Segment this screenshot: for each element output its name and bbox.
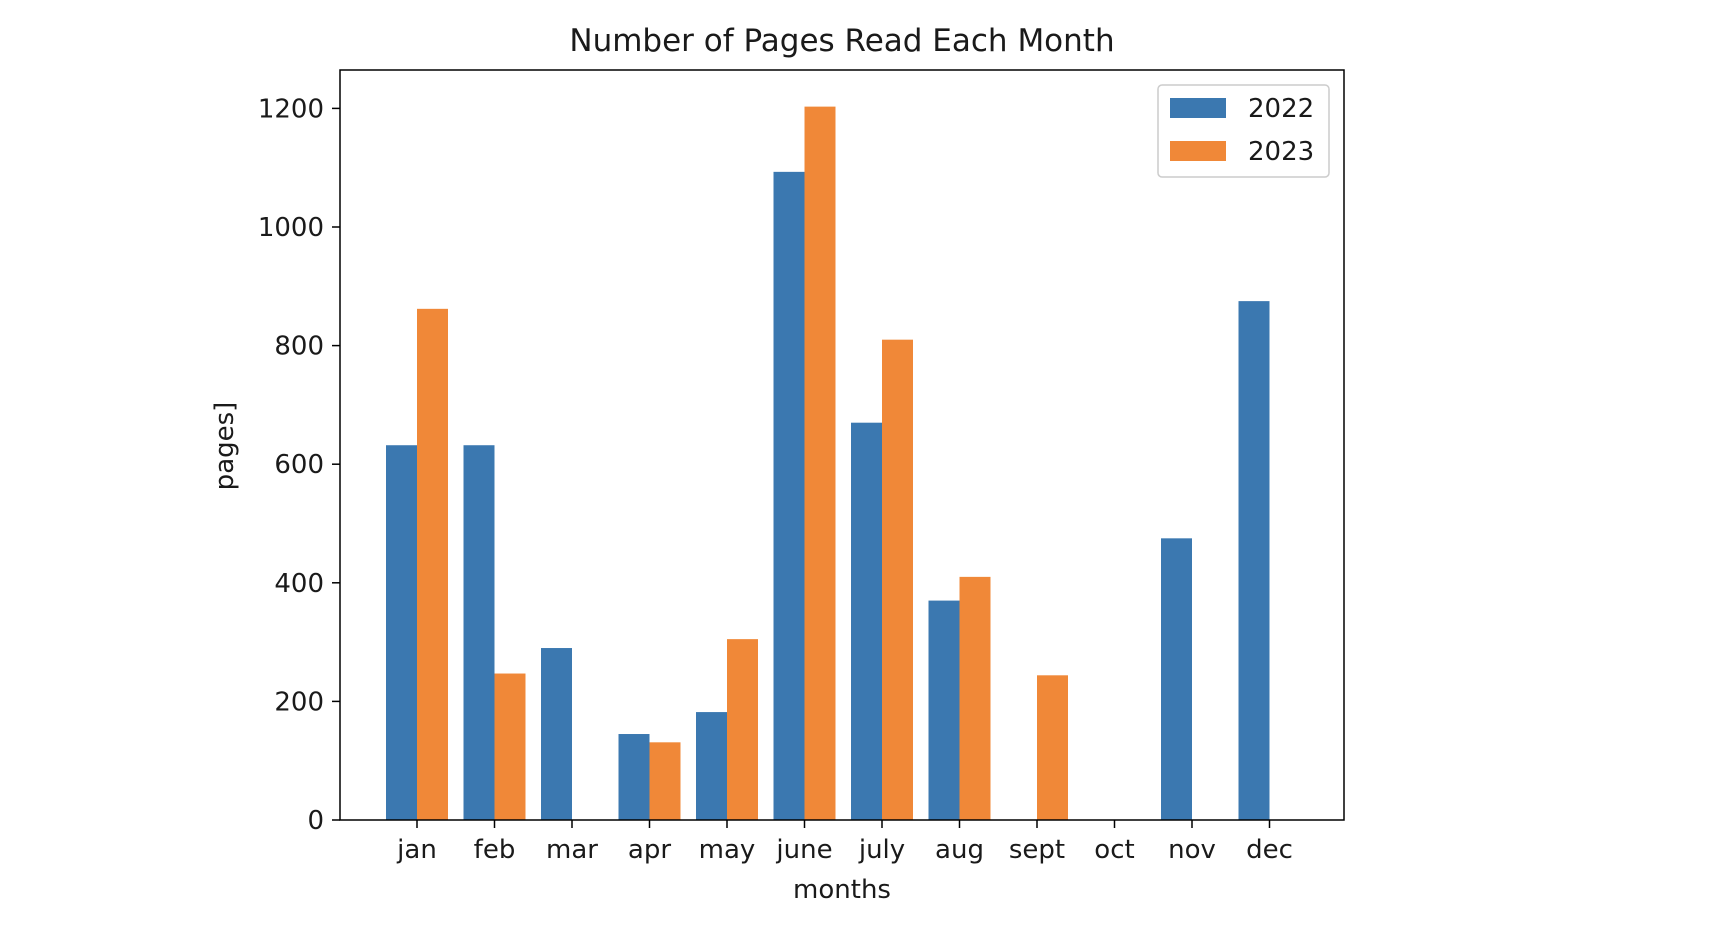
bar-2022-aug <box>928 600 960 820</box>
bar-2022-dec <box>1238 301 1270 820</box>
bar-2022-mar <box>541 648 572 820</box>
bar-2023-sept <box>1037 675 1068 820</box>
legend: 2022 2023 <box>1157 84 1330 178</box>
x-tick-label-sept: sept <box>1009 835 1065 865</box>
x-tick-label-nov: nov <box>1168 835 1216 865</box>
x-tick-label-oct: oct <box>1094 835 1134 865</box>
chart-title: Number of Pages Read Each Month <box>569 23 1114 59</box>
bar-2022-nov <box>1161 538 1192 820</box>
bar-2023-may <box>727 639 758 820</box>
x-tick-label-mar: mar <box>546 835 598 865</box>
bar-2023-aug <box>959 576 991 820</box>
bar-2022-jan <box>386 445 417 820</box>
x-tick-label-may: may <box>699 835 756 865</box>
legend-label-2022: 2022 <box>1248 94 1314 124</box>
bar-2022-may <box>696 712 727 820</box>
legend-swatch-2022 <box>1170 98 1226 118</box>
bar-2022-feb <box>463 445 495 820</box>
x-tick-label-jan: jan <box>396 835 437 865</box>
bars-layer <box>386 106 1270 821</box>
x-tick-label-feb: feb <box>474 835 516 865</box>
x-tick-label-aug: aug <box>935 835 984 865</box>
y-axis-label: pages] <box>210 402 240 491</box>
y-axis-ticks: 0 200 400 600 800 1000 1200 <box>258 94 340 836</box>
x-axis-ticks: jan feb mar apr may june july aug sept oct nov dec <box>396 820 1293 865</box>
y-tick-label: 400 <box>274 569 324 599</box>
y-tick-label: 600 <box>274 450 324 480</box>
bar-2023-feb <box>494 673 526 820</box>
bar-2023-july <box>882 339 913 820</box>
y-tick-label: 800 <box>274 332 324 362</box>
x-tick-label-june: june <box>775 835 832 865</box>
legend-swatch-2023 <box>1170 141 1226 161</box>
y-tick-label: 1000 <box>258 213 324 243</box>
x-tick-label-apr: apr <box>628 835 671 865</box>
legend-label-2023: 2023 <box>1248 137 1314 167</box>
bar-2023-jan <box>417 308 448 820</box>
bar-2022-apr <box>618 734 650 820</box>
x-tick-label-dec: dec <box>1246 835 1293 865</box>
y-tick-label: 200 <box>274 687 324 717</box>
y-tick-label: 1200 <box>258 94 324 124</box>
x-axis-label: months <box>793 875 891 905</box>
bar-2023-apr <box>649 742 681 820</box>
y-tick-label: 0 <box>307 806 324 836</box>
axes-layer <box>339 69 1345 821</box>
bar-2022-july <box>851 422 882 820</box>
x-tick-label-july: july <box>858 835 905 865</box>
bar-2023-june <box>804 106 836 821</box>
bar-2022-june <box>773 171 805 820</box>
plot-frame <box>339 69 1345 821</box>
